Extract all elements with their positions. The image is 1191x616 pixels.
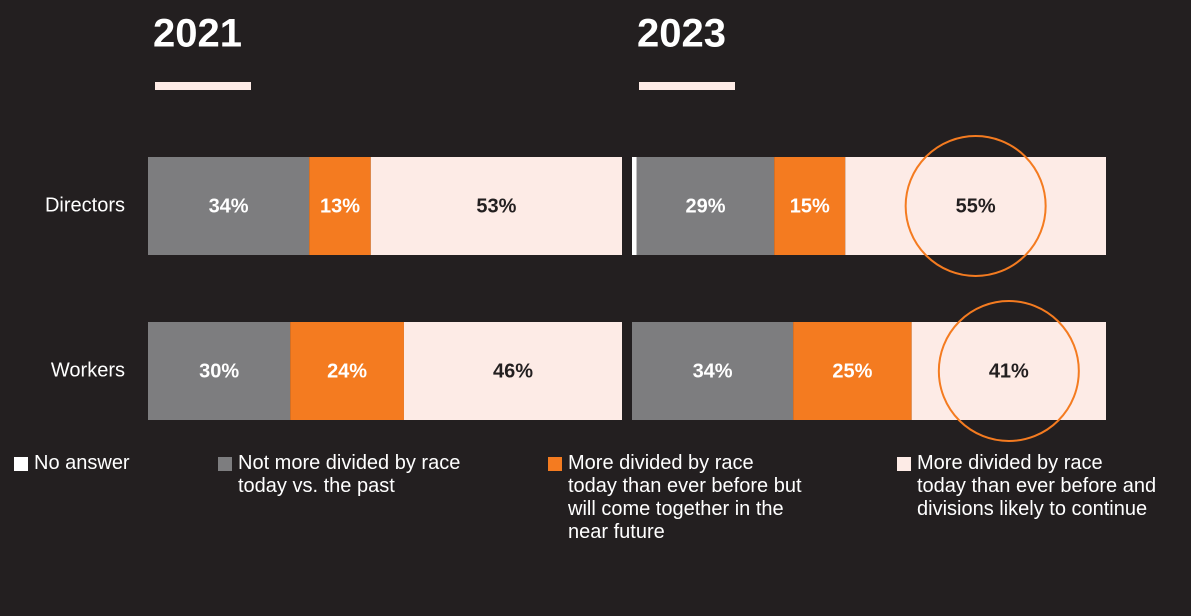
- highlight-circle: [904, 135, 1047, 277]
- legend-swatch: [897, 457, 911, 471]
- title-underline: [639, 82, 735, 90]
- legend-label: More divided by race today than ever bef…: [917, 452, 1157, 520]
- legend-item: No answer: [14, 452, 174, 475]
- value-label: 34%: [209, 195, 249, 217]
- bar-segment: [148, 157, 310, 255]
- category-label: Directors: [45, 194, 125, 216]
- bar-segment: [403, 322, 622, 420]
- bar-segment: [632, 322, 794, 420]
- bar-segment: [636, 157, 775, 255]
- value-label: 55%: [956, 195, 996, 217]
- value-label: 41%: [989, 360, 1029, 382]
- bar-segment: [370, 157, 622, 255]
- value-label: 53%: [476, 195, 516, 217]
- value-label: 15%: [790, 195, 830, 217]
- value-label: 25%: [832, 360, 872, 382]
- title-underline: [155, 82, 251, 90]
- legend-item: More divided by race today than ever bef…: [548, 452, 808, 544]
- legend-item: Not more divided by race today vs. the p…: [218, 452, 508, 498]
- panel-title: 2021: [153, 12, 242, 56]
- value-label: 29%: [685, 195, 725, 217]
- bar-segment: [290, 322, 404, 420]
- bar-segment: [148, 322, 291, 420]
- legend-label: Not more divided by race today vs. the p…: [238, 452, 461, 497]
- highlight-circle: [937, 300, 1080, 442]
- legend-swatch: [548, 457, 562, 471]
- legend-swatch: [218, 457, 232, 471]
- value-label: 24%: [327, 360, 367, 382]
- legend-swatch: [14, 457, 28, 471]
- value-label: 13%: [320, 195, 360, 217]
- value-label: 46%: [493, 360, 533, 382]
- bar-segment: [845, 157, 1106, 255]
- bar-segment: [309, 157, 371, 255]
- bar-segment: [774, 157, 846, 255]
- legend-label: No answer: [34, 452, 130, 474]
- legend-item: More divided by race today than ever bef…: [897, 452, 1167, 521]
- value-label: 30%: [199, 360, 239, 382]
- category-label: Workers: [51, 359, 125, 381]
- bar-segment: [793, 322, 912, 420]
- bar-segment: [911, 322, 1106, 420]
- value-label: 34%: [693, 360, 733, 382]
- legend-label: More divided by race today than ever bef…: [568, 452, 802, 543]
- panel-title: 2023: [637, 12, 726, 56]
- bar-segment: [632, 157, 637, 255]
